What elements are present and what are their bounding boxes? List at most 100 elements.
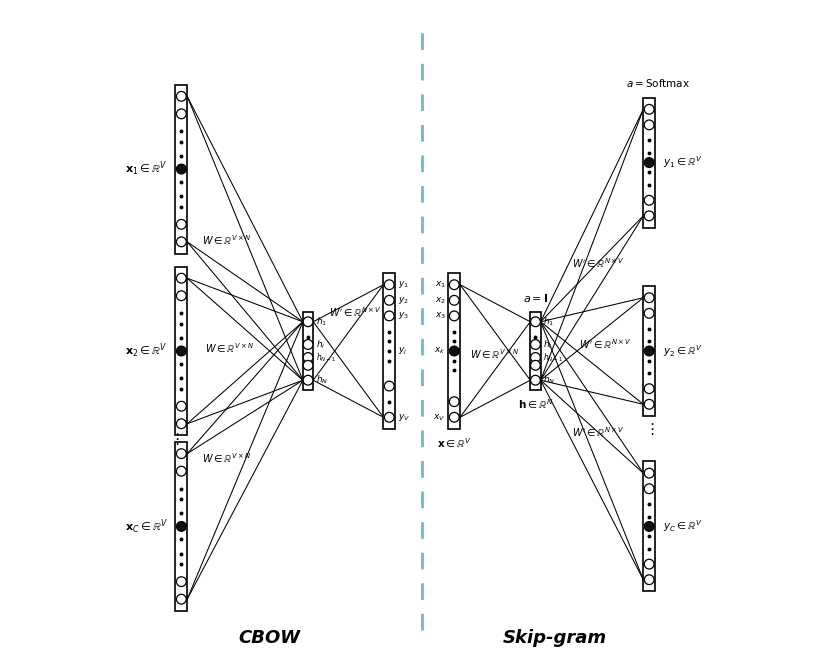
Text: $\mathbf{x} \in \mathbb{R}^V$: $\mathbf{x} \in \mathbb{R}^V$	[436, 436, 472, 450]
Text: $y_3$: $y_3$	[397, 310, 408, 322]
Circle shape	[176, 91, 186, 101]
Circle shape	[303, 317, 313, 327]
Bar	[448, 273, 460, 429]
Circle shape	[303, 339, 313, 349]
Text: $y_C \in \mathbb{R}^V$: $y_C \in \mathbb{R}^V$	[662, 518, 702, 534]
Circle shape	[644, 575, 653, 585]
Circle shape	[644, 104, 653, 114]
Text: $h_i$: $h_i$	[543, 338, 552, 351]
Circle shape	[176, 401, 186, 411]
Circle shape	[530, 361, 540, 370]
Circle shape	[176, 237, 186, 247]
Circle shape	[530, 339, 540, 349]
Text: $h_N$: $h_N$	[543, 374, 555, 387]
Circle shape	[644, 399, 653, 409]
Circle shape	[644, 559, 653, 569]
Circle shape	[176, 219, 186, 229]
Circle shape	[449, 296, 459, 305]
Circle shape	[176, 273, 186, 283]
Text: $h_{N-1}$: $h_{N-1}$	[315, 351, 336, 364]
Text: $W \in \mathbb{R}^{V \times N}$: $W \in \mathbb{R}^{V \times N}$	[202, 452, 251, 465]
Circle shape	[644, 308, 653, 318]
Circle shape	[449, 396, 459, 406]
Bar	[176, 442, 187, 611]
Circle shape	[644, 484, 653, 494]
Circle shape	[449, 280, 459, 290]
Text: $y_2 \in \mathbb{R}^V$: $y_2 \in \mathbb{R}^V$	[662, 343, 701, 359]
Circle shape	[384, 311, 394, 321]
Circle shape	[644, 293, 653, 302]
Bar	[643, 286, 655, 416]
Text: $y_1 \in \mathbb{R}^V$: $y_1 \in \mathbb{R}^V$	[662, 154, 701, 170]
Circle shape	[384, 280, 394, 290]
Circle shape	[176, 449, 186, 459]
Circle shape	[644, 468, 653, 478]
Circle shape	[176, 419, 186, 429]
Bar	[643, 461, 655, 591]
Circle shape	[449, 412, 459, 422]
Text: $\mathbf{h} \in \mathbb{R}^N$: $\mathbf{h} \in \mathbb{R}^N$	[517, 397, 553, 411]
Circle shape	[644, 384, 653, 394]
Circle shape	[176, 109, 186, 119]
Text: $\mathbf{x}_1 \in \mathbb{R}^V$: $\mathbf{x}_1 \in \mathbb{R}^V$	[125, 160, 167, 178]
Circle shape	[449, 311, 459, 321]
Bar	[383, 273, 395, 429]
Text: $h_{N-1}$: $h_{N-1}$	[543, 351, 563, 364]
Text: Skip-gram: Skip-gram	[502, 629, 606, 647]
Circle shape	[644, 211, 653, 221]
Text: $h_1$: $h_1$	[315, 316, 327, 328]
Circle shape	[384, 296, 394, 305]
Text: $y_1$: $y_1$	[397, 279, 408, 290]
Circle shape	[176, 164, 186, 174]
Circle shape	[176, 522, 186, 531]
Text: $a = \mathbf{I}$: $a = \mathbf{I}$	[522, 292, 548, 304]
Circle shape	[384, 412, 394, 422]
Circle shape	[176, 577, 186, 587]
Text: $y_2$: $y_2$	[397, 295, 408, 306]
Text: $x_V$: $x_V$	[433, 412, 446, 422]
Circle shape	[644, 158, 653, 168]
Text: $W' \in \mathbb{R}^{N \times V}$: $W' \in \mathbb{R}^{N \times V}$	[572, 257, 624, 271]
Text: $W' \in \mathbb{R}^{N \times V}$: $W' \in \mathbb{R}^{N \times V}$	[329, 305, 381, 319]
Text: $\mathbf{x}_2 \in \mathbb{R}^V$: $\mathbf{x}_2 \in \mathbb{R}^V$	[125, 342, 167, 360]
Text: $x_2$: $x_2$	[435, 295, 446, 306]
Text: $x_3$: $x_3$	[434, 311, 446, 321]
Circle shape	[303, 361, 313, 370]
Circle shape	[644, 196, 653, 205]
Text: $y_j$: $y_j$	[397, 345, 406, 357]
Circle shape	[176, 594, 186, 604]
Circle shape	[384, 381, 394, 391]
Text: $W \in \mathbb{R}^{V \times N}$: $W \in \mathbb{R}^{V \times N}$	[202, 233, 251, 247]
Text: $W' \in \mathbb{R}^{N \times V}$: $W' \in \mathbb{R}^{N \times V}$	[572, 425, 624, 439]
Text: $x_1$: $x_1$	[434, 280, 446, 290]
Text: $a = \mathrm{Softmax}$: $a = \mathrm{Softmax}$	[625, 78, 690, 90]
Circle shape	[449, 346, 459, 356]
Circle shape	[644, 346, 653, 356]
Text: $W' \in \mathbb{R}^{N \times V}$: $W' \in \mathbb{R}^{N \times V}$	[579, 337, 631, 351]
Text: $W \in \mathbb{R}^{V \times N}$: $W \in \mathbb{R}^{V \times N}$	[206, 341, 254, 355]
Circle shape	[176, 466, 186, 476]
Circle shape	[644, 522, 653, 531]
Bar	[176, 267, 187, 436]
Text: CBOW: CBOW	[237, 629, 300, 647]
Text: $h_1$: $h_1$	[543, 316, 553, 328]
Circle shape	[530, 353, 540, 363]
Circle shape	[644, 120, 653, 130]
Text: $\mathbf{x}_C \in \mathbb{R}^V$: $\mathbf{x}_C \in \mathbb{R}^V$	[125, 517, 167, 536]
Text: $h_N$: $h_N$	[315, 374, 328, 387]
Bar	[176, 85, 187, 253]
Text: $x_k$: $x_k$	[434, 345, 446, 356]
Circle shape	[530, 375, 540, 385]
Text: $\vdots$: $\vdots$	[643, 421, 654, 437]
Text: $y_V$: $y_V$	[397, 412, 410, 423]
Text: $h_i$: $h_i$	[315, 338, 325, 351]
Circle shape	[176, 346, 186, 356]
Bar	[530, 312, 540, 390]
Bar	[303, 312, 313, 390]
Text: $\vdots$: $\vdots$	[169, 431, 179, 447]
Text: $W \in \mathbb{R}^{V \times N}$: $W \in \mathbb{R}^{V \times N}$	[470, 347, 519, 361]
Circle shape	[176, 291, 186, 300]
Bar	[643, 97, 655, 227]
Circle shape	[303, 353, 313, 363]
Circle shape	[303, 375, 313, 385]
